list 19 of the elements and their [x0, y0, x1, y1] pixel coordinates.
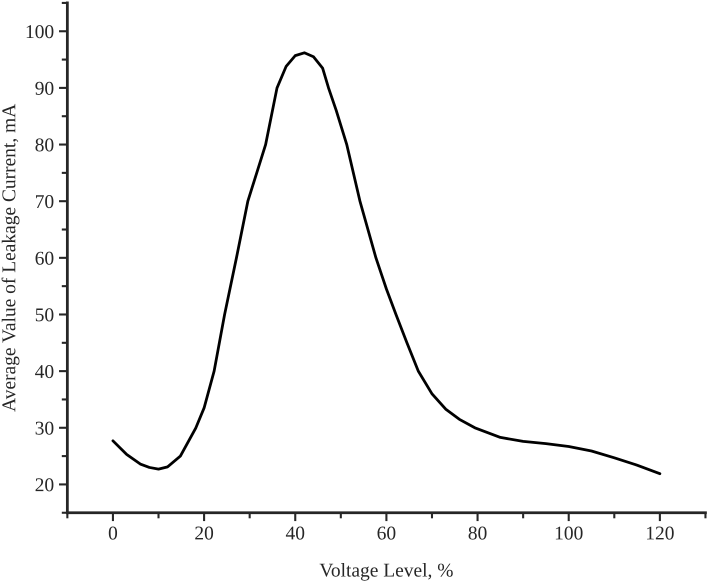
line-series — [112, 51, 662, 476]
x-tick-label: 120 — [647, 526, 674, 540]
y-tick-label: 20 — [36, 478, 54, 492]
x-tick-label: 20 — [195, 526, 214, 540]
y-tick-label: 50 — [36, 308, 54, 322]
x-tick-label: 60 — [378, 526, 396, 540]
y-tick-label: 80 — [35, 138, 54, 152]
x-tick-label: 0 — [108, 526, 118, 540]
x-axis-title: Voltage Level, % — [320, 563, 453, 581]
y-tick-label: 30 — [36, 422, 54, 435]
x-tick-label: 80 — [468, 526, 487, 540]
y-axis-title: Average Value of Leakage Current, mA — [2, 104, 20, 412]
y-tick-label: 100 — [26, 25, 54, 38]
y-tick-label: 60 — [36, 252, 54, 265]
x-tick-label: 40 — [286, 526, 304, 540]
x-tick-label: 100 — [556, 526, 583, 540]
y-tick-label: 70 — [36, 195, 54, 208]
y-tick-label: 90 — [35, 82, 54, 95]
y-tick-label: 40 — [35, 364, 54, 378]
